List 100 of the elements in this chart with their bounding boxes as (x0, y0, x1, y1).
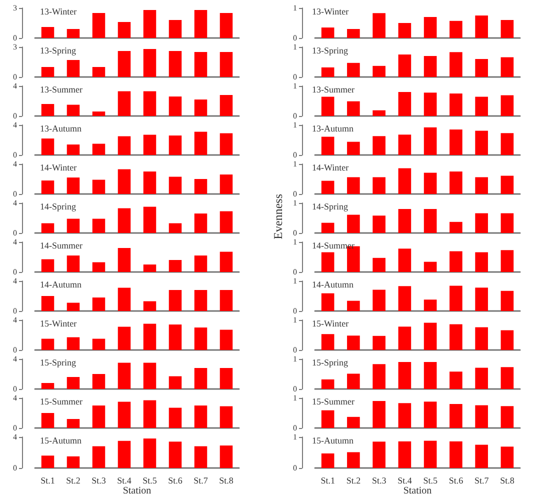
bar (41, 259, 54, 272)
y-tick-label: 3 (13, 4, 17, 12)
bar (347, 416, 360, 428)
bar (168, 324, 182, 350)
bar (347, 142, 360, 155)
bar (372, 216, 386, 233)
bar (118, 326, 131, 350)
bar (500, 367, 514, 389)
bar (398, 248, 412, 272)
bar (475, 252, 488, 272)
bar (424, 92, 437, 116)
bar (66, 218, 80, 233)
y-tick-label: 1 (293, 42, 297, 52)
bar (424, 300, 437, 311)
bar (194, 132, 208, 155)
bar (92, 180, 106, 194)
bar (143, 438, 156, 468)
bar (143, 91, 156, 116)
y-tick-label: 0 (293, 464, 297, 472)
chart-title: 13-Spring (312, 46, 348, 56)
bar (118, 91, 131, 116)
bar (168, 260, 182, 272)
bar (220, 95, 233, 116)
x-tick-label: St.6 (448, 476, 464, 486)
bar (321, 410, 334, 428)
bar (220, 290, 233, 311)
bar (41, 27, 54, 38)
bar (220, 252, 233, 272)
bar (450, 130, 462, 155)
chart-title: 13-Summer (312, 84, 354, 94)
bar (372, 177, 386, 194)
bar (92, 13, 106, 38)
bar (143, 324, 156, 350)
bar (66, 456, 80, 468)
bar (66, 178, 80, 194)
bar (372, 364, 386, 389)
bar (372, 13, 386, 38)
bar (118, 402, 131, 428)
bar (500, 213, 514, 233)
y-tick-label: 4 (13, 160, 17, 168)
y-tick-label: 1 (293, 82, 297, 90)
bar (475, 288, 488, 311)
bar (194, 368, 208, 389)
bar (220, 406, 233, 428)
bar (220, 13, 233, 38)
bar (41, 67, 54, 77)
bar (194, 214, 208, 233)
chart-title: 15-Autumn (40, 436, 82, 446)
y-tick-label: 0 (293, 306, 297, 316)
bar (450, 222, 462, 233)
chart-title: 13-Winter (40, 6, 77, 16)
bar (398, 326, 412, 350)
bar (66, 60, 80, 77)
y-tick-label: 0 (293, 384, 297, 394)
chart-title: 15-Summer (40, 396, 82, 406)
chart-title: 14-Winter (312, 162, 349, 172)
y-tick-label: 1 (293, 394, 297, 402)
y-tick-label: 0 (293, 34, 297, 42)
bar (220, 330, 233, 350)
bar (321, 67, 334, 77)
bar (450, 94, 462, 116)
bar (475, 405, 488, 428)
y-tick-label: 0 (293, 228, 297, 238)
y-tick-label: 4 (13, 432, 17, 442)
y-tick-label: 0 (293, 72, 297, 82)
bar (321, 293, 334, 311)
x-axis-title: Station (122, 485, 152, 496)
x-tick-label: St.2 (66, 476, 80, 486)
bar (424, 362, 437, 389)
chart-title: 15-Winter (312, 318, 349, 328)
bar (321, 252, 334, 272)
y-tick-label: 4 (13, 238, 17, 246)
y-tick-label: 1 (293, 238, 297, 246)
y-tick-label: 4 (13, 394, 17, 402)
y-tick-label: 0 (13, 346, 17, 354)
bar (41, 338, 54, 350)
bar (92, 374, 106, 389)
bar (194, 100, 208, 116)
bar (168, 223, 182, 233)
y-tick-label: 0 (293, 150, 297, 160)
y-tick-label: 0 (13, 112, 17, 120)
bar (347, 177, 360, 194)
bar (220, 174, 233, 194)
y-tick-label: 0 (293, 112, 297, 120)
bar (347, 374, 360, 389)
y-tick-label: 0 (13, 72, 17, 82)
bar (92, 67, 106, 77)
bar (321, 96, 334, 116)
x-tick-label: St.7 (194, 476, 208, 486)
bar (41, 413, 54, 428)
bar (92, 112, 106, 116)
x-tick-label: St.8 (219, 476, 234, 486)
bar (424, 56, 437, 77)
y-tick-label: 1 (293, 160, 297, 168)
bar (220, 368, 233, 389)
bar (118, 169, 131, 194)
bar (92, 144, 106, 155)
chart-title: 15-Winter (40, 318, 77, 328)
bar (321, 28, 334, 38)
bar (398, 23, 412, 38)
